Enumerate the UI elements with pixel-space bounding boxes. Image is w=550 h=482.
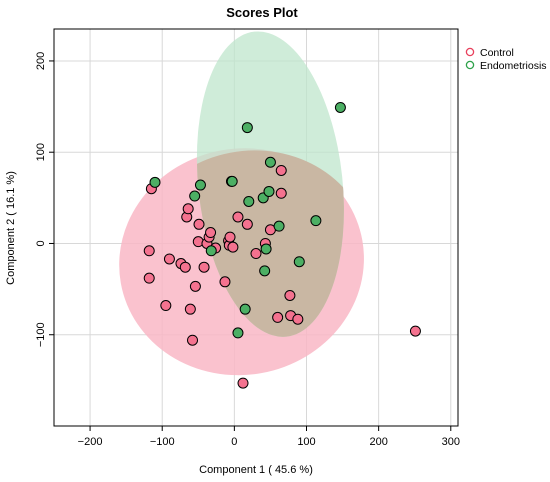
control-point <box>275 187 287 199</box>
x-axis-label: Component 1 ( 45.6 %) <box>199 464 313 476</box>
control-point <box>241 218 253 230</box>
endometriosis-point <box>226 175 238 187</box>
chart-title: Scores Plot <box>226 5 298 20</box>
y-tick-label: 0 <box>35 240 47 246</box>
endometriosis-point <box>334 101 346 113</box>
control-point <box>292 313 304 325</box>
endometriosis-point <box>260 243 272 255</box>
control-point <box>182 203 194 215</box>
control-point <box>224 231 236 243</box>
endometriosis-point <box>263 185 275 197</box>
control-point <box>143 272 155 284</box>
data-points <box>143 101 421 389</box>
control-point <box>409 325 421 337</box>
endometriosis-point <box>149 176 161 188</box>
x-tick-label: 300 <box>442 436 460 448</box>
control-point <box>160 300 172 312</box>
control-point <box>184 303 196 315</box>
y-tick-label: −100 <box>35 322 47 347</box>
control-point <box>198 261 210 273</box>
x-tick-label: 100 <box>297 436 315 448</box>
legend-label: Control <box>480 47 514 59</box>
control-point <box>193 218 205 230</box>
endometriosis-point <box>232 327 244 339</box>
endometriosis-point <box>310 215 322 227</box>
plot-frame <box>53 28 459 427</box>
y-axis-label: Component 2 ( 16.1 %) <box>5 171 17 285</box>
endometriosis-point <box>194 179 206 191</box>
legend-endometriosis: Endometriosis <box>465 60 547 72</box>
control-point <box>205 227 217 239</box>
endometriosis-point <box>239 303 251 315</box>
control-point <box>284 289 296 301</box>
x-tick-label: −100 <box>150 436 175 448</box>
control-point <box>179 261 191 273</box>
y-tick-label: 100 <box>35 143 47 161</box>
endometriosis-point <box>273 220 285 232</box>
legend-control: Control <box>465 47 514 59</box>
endometriosis-point <box>293 256 305 268</box>
control-point <box>219 276 231 288</box>
legend-marker <box>465 47 475 57</box>
control-point <box>237 377 249 389</box>
control-point <box>189 280 201 292</box>
endometriosis-point <box>259 265 271 277</box>
endometriosis-point <box>264 156 276 168</box>
overlap-region <box>196 121 344 337</box>
control-point <box>187 334 199 346</box>
endometriosis-point <box>189 190 201 202</box>
control-point <box>250 248 262 260</box>
control-point <box>227 241 239 253</box>
x-tick-label: 200 <box>369 436 387 448</box>
axes: −200 −100 0 100 200 300 −100 0 100 200 <box>35 52 460 448</box>
endometriosis-point <box>241 122 253 134</box>
endometriosis-point <box>205 245 217 257</box>
control-point <box>272 311 284 323</box>
confidence-ellipses <box>119 31 364 376</box>
control-point <box>275 164 287 176</box>
control-point <box>143 245 155 257</box>
legend-label: Endometriosis <box>480 60 547 72</box>
control-point <box>232 211 244 223</box>
x-tick-label: −200 <box>78 436 103 448</box>
endometriosis-point <box>243 195 255 207</box>
y-tick-label: 200 <box>35 52 47 70</box>
control-point <box>163 253 175 265</box>
x-tick-label: 0 <box>231 436 237 448</box>
legend-marker <box>465 60 475 70</box>
